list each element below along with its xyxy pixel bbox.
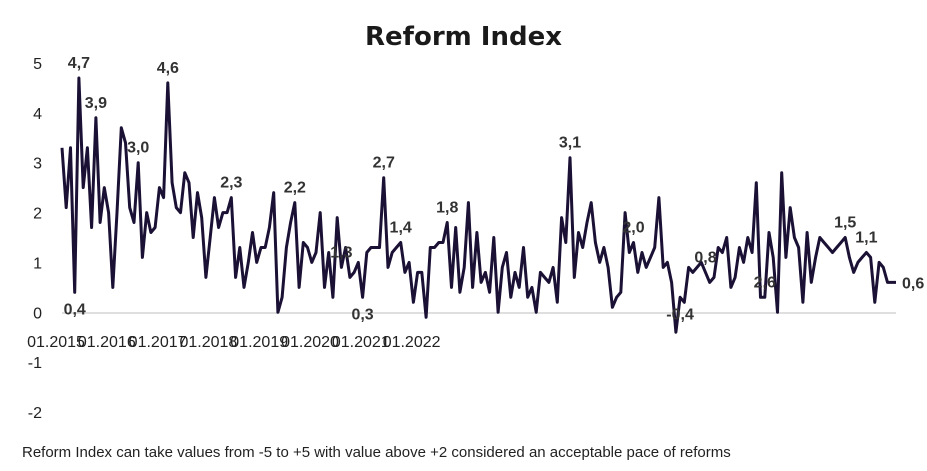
x-axis-tick-labels: 01.201501.201601.201701.201801.201901.20…	[27, 334, 441, 351]
footnote: Reform Index can take values from -5 to …	[22, 444, 731, 461]
data-label: 3,0	[127, 140, 149, 157]
x-tick-label: 01.2021	[332, 334, 390, 351]
data-label: 1,5	[834, 215, 856, 232]
data-label: 3,9	[85, 95, 107, 112]
x-tick-label: 01.2022	[383, 334, 441, 351]
x-tick-label: 01.2019	[230, 334, 288, 351]
y-axis-tick-labels: 5 4 3 2 1 0 -1 -2	[28, 56, 42, 422]
data-label: 2,6	[754, 274, 776, 291]
data-label: 1,8	[436, 200, 458, 217]
data-label: 2,0	[622, 219, 644, 236]
y-tick-label: 1	[33, 255, 42, 272]
data-label: 0,4	[64, 301, 86, 318]
data-label: 1,4	[390, 219, 412, 236]
y-tick-label: 3	[33, 156, 42, 173]
y-tick-label: 0	[33, 305, 42, 322]
data-label: 2,2	[284, 180, 306, 197]
data-label: 4,7	[68, 55, 90, 72]
y-tick-label: -2	[28, 405, 42, 422]
series-group	[60, 76, 896, 334]
y-tick-label: -1	[28, 355, 42, 372]
x-tick-label: 01.2017	[129, 334, 187, 351]
x-tick-label: 01.2020	[281, 334, 339, 351]
data-label: 0,6	[902, 275, 924, 292]
data-label: 4,6	[157, 60, 179, 77]
x-tick-label: 01.2018	[179, 334, 237, 351]
data-label: -0,4	[666, 306, 694, 323]
x-tick-label: 01.2016	[78, 334, 136, 351]
reform-index-series-line	[60, 76, 896, 334]
data-label: 1,3	[330, 244, 352, 261]
data-label: 0,8	[694, 249, 716, 266]
data-label: 1,1	[855, 229, 877, 246]
chart-title: Reform Index	[365, 22, 562, 52]
data-label: 2,3	[220, 175, 242, 192]
y-tick-label: 4	[33, 106, 42, 123]
data-label: 0,3	[351, 306, 373, 323]
data-label: 3,1	[559, 135, 581, 152]
y-tick-label: 5	[33, 56, 42, 73]
x-tick-label: 01.2015	[27, 334, 85, 351]
data-label: 2,7	[373, 155, 395, 172]
data-labels-group: 0,4 4,7 3,9 3,0 4,6 2,3 2,2 1,3 0,3 2,7 1,4 1,8 3,1 2…	[64, 55, 925, 323]
y-tick-label: 2	[33, 206, 42, 223]
